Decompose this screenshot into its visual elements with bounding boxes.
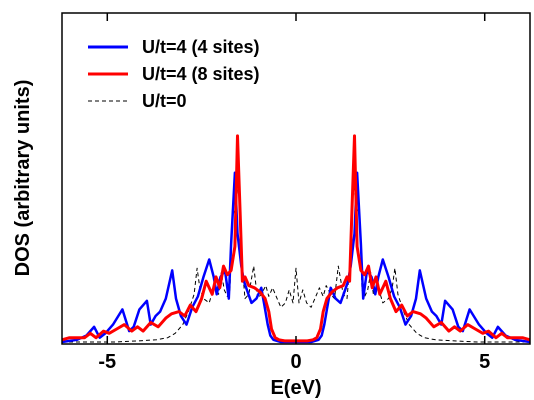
x-tick-label: -5	[98, 351, 116, 373]
x-axis-title: E(eV)	[270, 377, 321, 399]
legend-label: U/t=0	[142, 91, 187, 111]
series-line-u4-4sites	[62, 173, 530, 342]
x-tick-label: 5	[479, 351, 490, 373]
legend-label: U/t=4 (4 sites)	[142, 37, 260, 57]
series-layer	[62, 136, 530, 342]
y-axis-title: DOS (arbitrary units)	[12, 80, 34, 277]
series-line-u4-8sites	[62, 136, 530, 341]
legend: U/t=4 (4 sites) U/t=4 (8 sites) U/t=0	[88, 37, 260, 111]
series-line-u0	[62, 173, 530, 342]
plot-frame	[62, 13, 530, 344]
legend-label: U/t=4 (8 sites)	[142, 64, 260, 84]
x-tick-label: 0	[290, 351, 301, 373]
